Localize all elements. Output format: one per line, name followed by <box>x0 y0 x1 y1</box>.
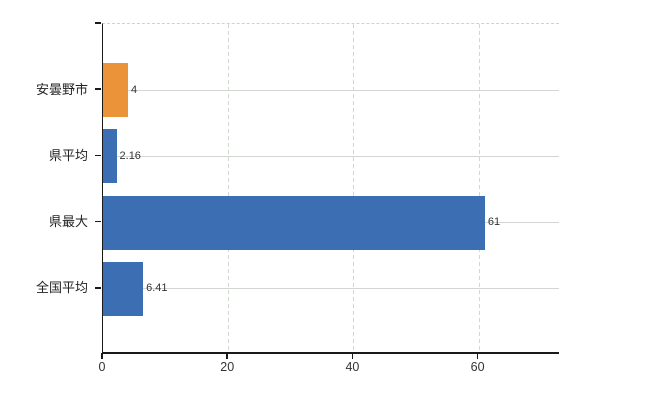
x-axis-tick <box>101 352 103 359</box>
category-label: 安曇野市 <box>35 81 88 97</box>
category-label: 全国平均 <box>35 280 88 296</box>
x-axis-tick <box>476 352 479 359</box>
y-axis-tick <box>95 154 101 157</box>
bar-2 <box>103 129 117 184</box>
y-axis-tick <box>95 287 101 289</box>
gridline-horizontal <box>103 89 559 91</box>
x-tick-label: 40 <box>345 360 360 374</box>
bar-value-label: 61 <box>487 216 501 229</box>
category-label: 県平均 <box>48 147 88 163</box>
x-tick-label: 20 <box>220 360 235 374</box>
gridline-vertical <box>228 24 230 352</box>
gridline-vertical <box>353 24 355 352</box>
category-label: 県最大 <box>48 214 88 230</box>
y-axis-tick <box>95 220 101 223</box>
bar-value-label: 2.16 <box>119 149 141 162</box>
bar-3 <box>103 195 485 250</box>
x-axis-tick <box>226 352 228 359</box>
bar-4 <box>103 261 144 316</box>
gridline-vertical <box>478 24 480 352</box>
gridline-horizontal <box>103 155 559 157</box>
x-axis-tick <box>351 352 354 359</box>
plot-area: 4 2.16 61 6.41 <box>102 23 559 354</box>
x-tick-label: 0 <box>98 360 106 374</box>
gridline-horizontal <box>103 288 559 290</box>
y-axis-tick <box>95 88 101 90</box>
y-axis-top-tick <box>95 22 101 24</box>
bar-value-label: 4 <box>131 83 138 96</box>
x-tick-label: 60 <box>470 360 485 374</box>
bar-value-label: 6.41 <box>146 282 168 295</box>
bar-1 <box>103 63 129 118</box>
